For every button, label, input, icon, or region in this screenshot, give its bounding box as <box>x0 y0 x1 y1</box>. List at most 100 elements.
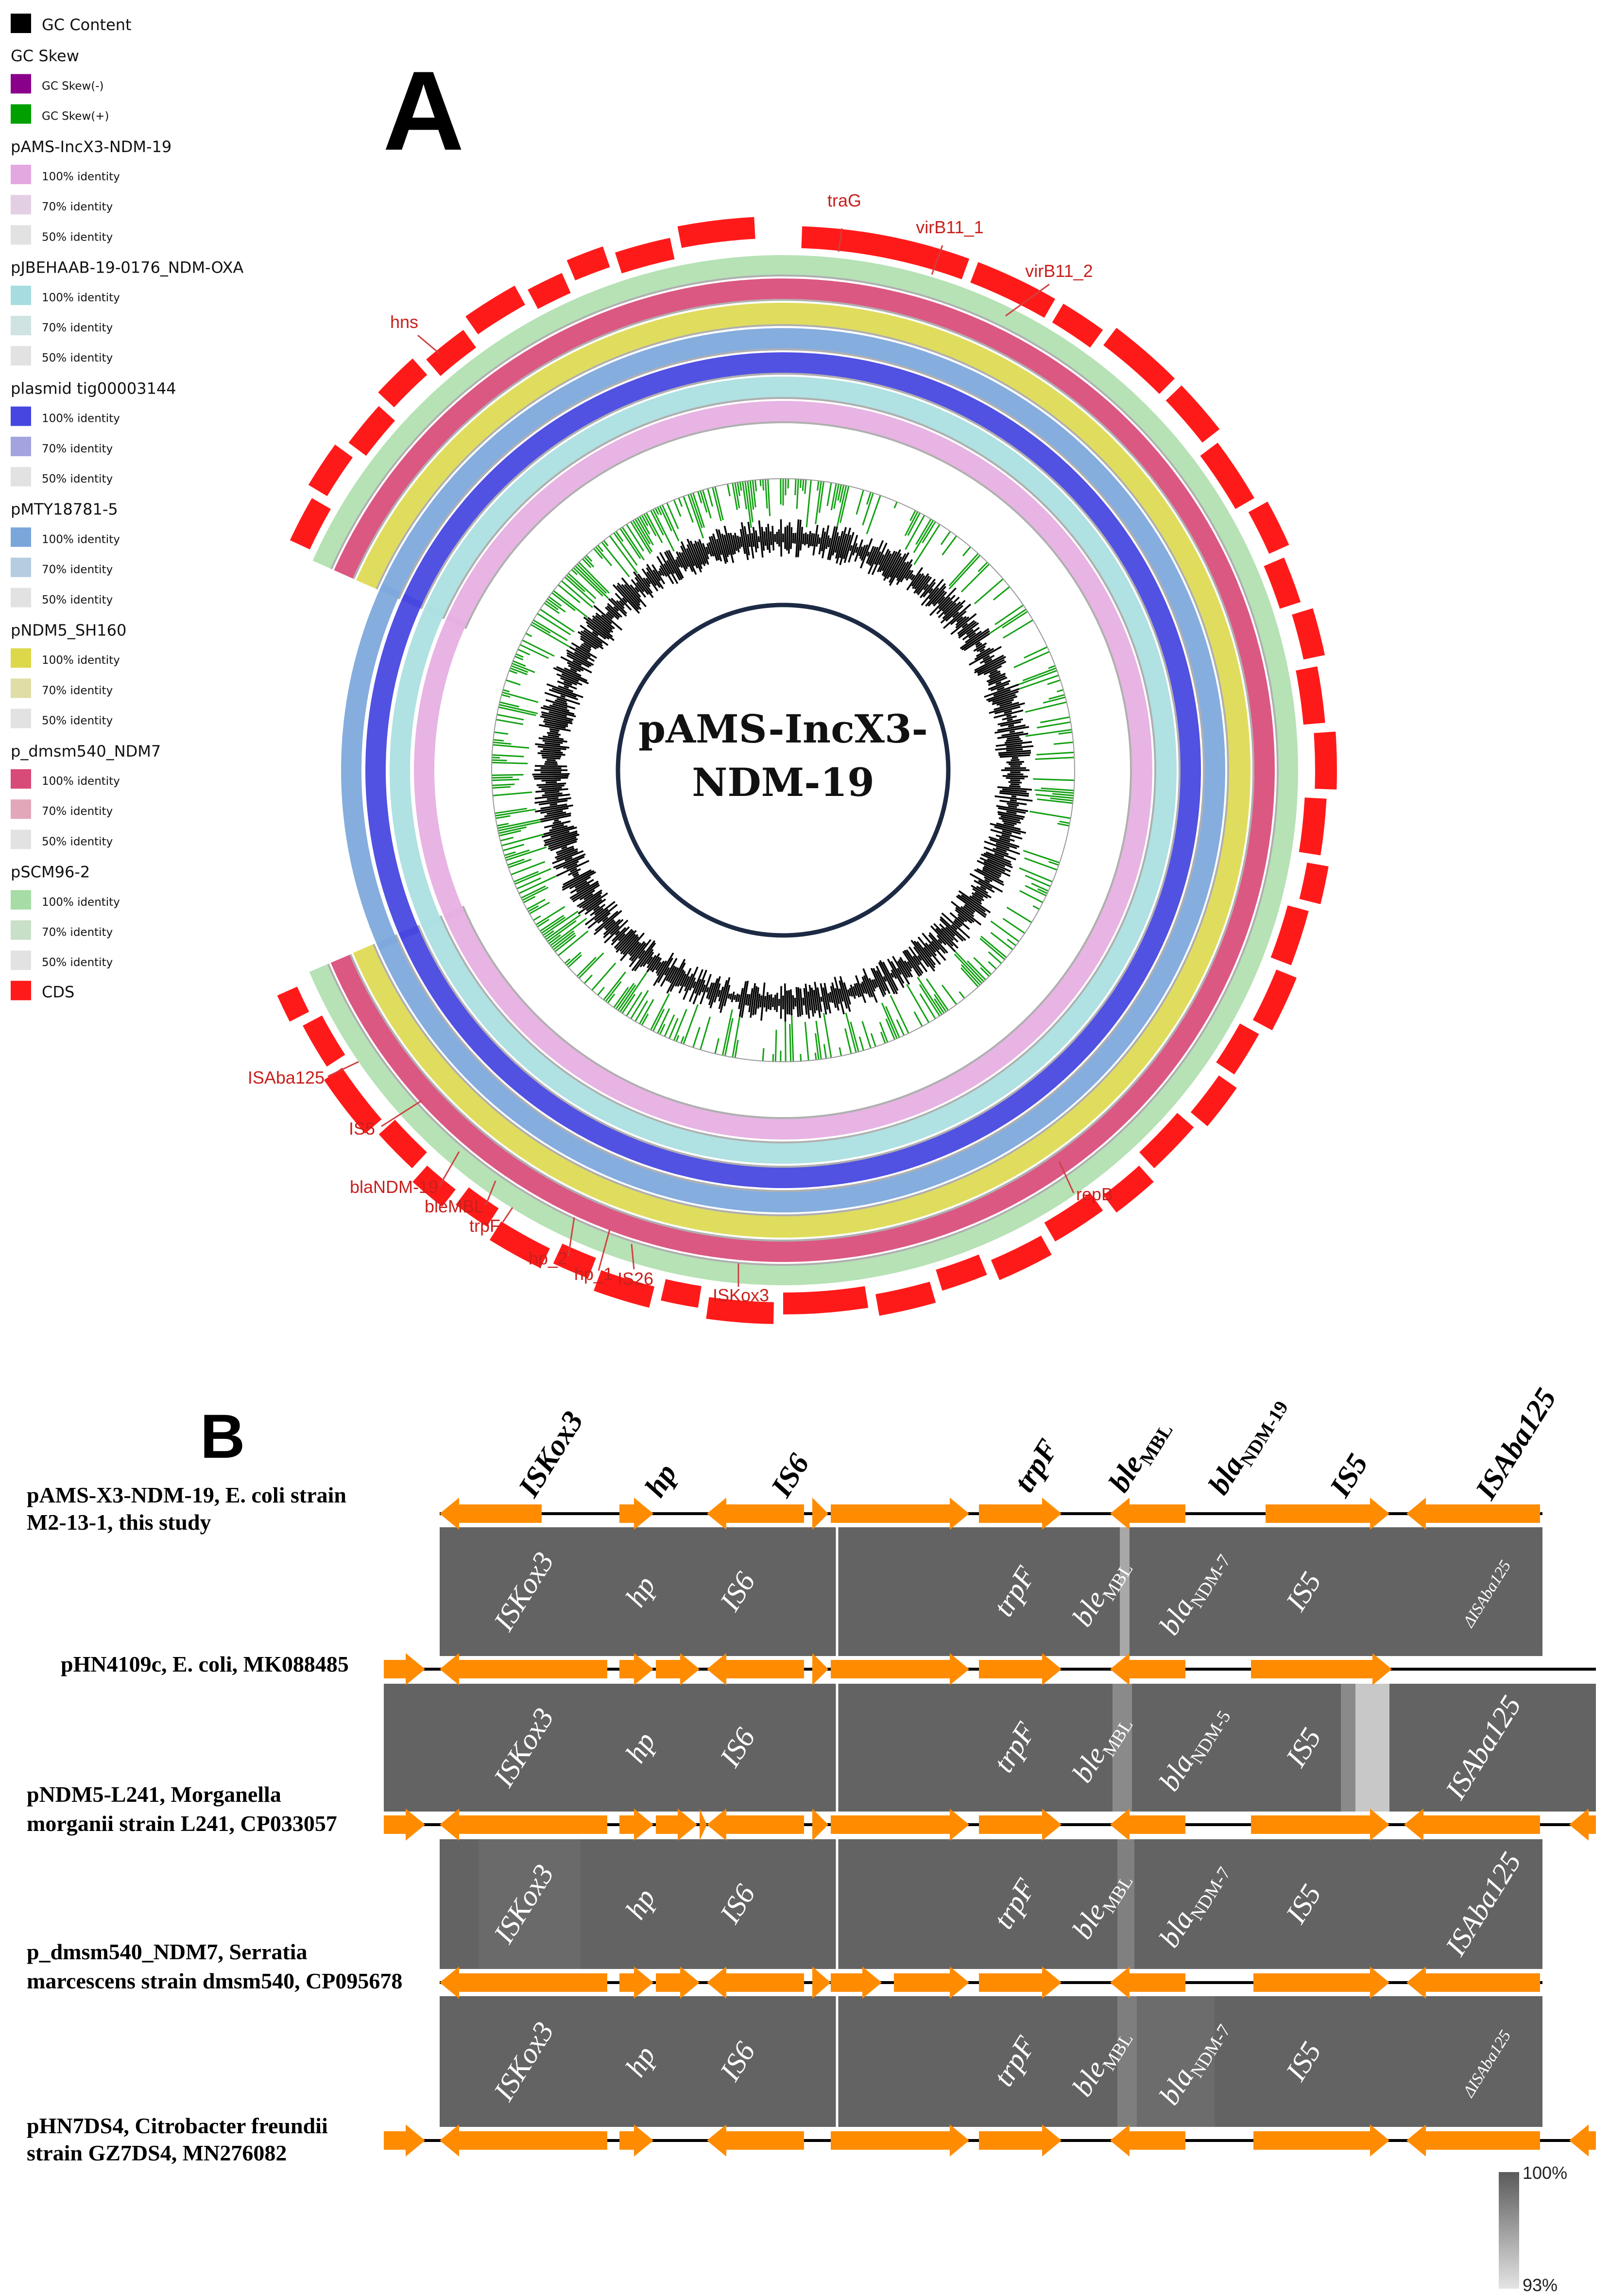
top-gene-label: trpF <box>1008 1433 1065 1498</box>
gene-arrow <box>831 2124 969 2157</box>
gene-leader-line <box>598 1229 611 1271</box>
gene-arrow <box>979 1498 1062 1530</box>
gene-leader-line <box>567 1217 575 1257</box>
gene-arrow <box>440 2124 607 2157</box>
top-gene-label: blaNDM-19 <box>1202 1389 1292 1502</box>
gene-label: trpF <box>469 1216 500 1236</box>
cds-feature <box>426 329 477 376</box>
legend-header: plasmid tig00003144 <box>11 379 176 397</box>
gene-arrow <box>1404 1809 1540 1841</box>
top-gene-label-main: hp <box>638 1458 683 1503</box>
legend-label: 50% identity <box>42 594 113 606</box>
legend-label: 50% identity <box>42 715 113 727</box>
top-gene-label: bleMBL <box>1102 1412 1177 1500</box>
cds-feature <box>1264 557 1301 609</box>
gene-label: IS26 <box>617 1269 653 1289</box>
top-gene-label-main: ISAba125 <box>1469 1382 1563 1505</box>
gene-label: hns <box>390 312 418 332</box>
legend-label: 70% identity <box>42 805 113 818</box>
legend-label: 70% identity <box>42 322 113 334</box>
gene-label: hp_1 <box>574 1264 613 1284</box>
cds-feature <box>456 1187 499 1227</box>
cds-feature <box>1292 608 1325 660</box>
identity-band-variation <box>1355 1684 1389 1812</box>
legend-header: GC Skew <box>11 47 79 65</box>
cds-feature <box>1200 443 1254 509</box>
gene-arrow <box>812 1809 828 1841</box>
legend-label: 70% identity <box>42 926 113 939</box>
cds-feature <box>1044 1192 1103 1242</box>
gene-arrow <box>1110 1653 1185 1685</box>
cds-feature <box>1314 731 1337 790</box>
gene-arrow <box>656 1809 697 1841</box>
cds-feature <box>308 444 353 496</box>
gap-wedge <box>282 952 354 984</box>
legend-swatch <box>11 165 31 184</box>
sequence-name-line: pAMS-X3-NDM-19, E. coli strain <box>27 1483 346 1507</box>
legend-swatch <box>11 557 31 577</box>
cds-feature <box>324 1068 382 1134</box>
legend: GC Content GC Skew GC Skew(-) GC Skew(+) pAM… <box>11 14 244 1001</box>
identity-ring-gap-fill <box>413 614 467 921</box>
legend-swatch <box>11 74 31 94</box>
gene-arrow <box>619 2124 653 2157</box>
center-title-line-1: pAMS-IncX3- <box>638 706 928 752</box>
top-gene-label: ISKox3 <box>512 1406 590 1503</box>
gene-arrow <box>700 1809 707 1841</box>
gene-arrow <box>1406 2124 1540 2157</box>
gene-label: repB <box>1076 1184 1113 1204</box>
top-gene-label: IS6 <box>765 1448 816 1503</box>
linear-comparison: ISKox3 hp IS6 trpF bleMBL blaNDM-19 IS5 ISAba12… <box>27 1382 1596 2295</box>
gene-arrow <box>707 1809 804 1841</box>
sequence-name-line: pHN4109c, E. coli, MK088485 <box>61 1652 349 1676</box>
sequence-name-line: pHN7DS4, Citrobacter freundii <box>27 2113 328 2138</box>
gene-leader-line <box>439 1151 460 1186</box>
gc-content-track <box>491 478 1075 1062</box>
identity-ring-gap-fill <box>365 593 423 940</box>
cds-feature <box>348 406 395 456</box>
cds-feature <box>465 285 526 334</box>
legend-label: 50% identity <box>42 956 113 969</box>
legend-label: 50% identity <box>42 231 113 243</box>
gene-arrow <box>619 1498 653 1530</box>
gene-arrow <box>1110 1809 1185 1841</box>
cds-feature <box>1270 905 1309 966</box>
gene-arrow <box>440 1967 607 1999</box>
top-gene-label-sub: NDM-19 <box>1235 1397 1292 1470</box>
legend-swatch <box>11 346 31 366</box>
identity-ring-gap-fill <box>341 583 401 950</box>
legend-label: 50% identity <box>42 835 113 848</box>
legend-swatch <box>11 769 31 789</box>
legend-label: 100% identity <box>42 533 120 546</box>
gene-label: blaNDM-19 <box>350 1177 438 1197</box>
legend-label: 100% identity <box>42 896 120 909</box>
cds-feature <box>1252 969 1297 1031</box>
top-gene-label-main: trpF <box>1008 1433 1065 1498</box>
legend-header: pAMS-IncX3-NDM-19 <box>11 138 171 156</box>
cds-feature <box>706 1297 774 1324</box>
legend-header: pJBEHAAB-19-0176_NDM-OXA <box>11 259 244 277</box>
identity-band-variation <box>1113 1684 1132 1812</box>
gene-arrow <box>831 1809 969 1841</box>
cds-feature <box>594 1270 655 1308</box>
identity-band <box>384 1684 1596 1812</box>
gene-arrow <box>619 1967 653 1999</box>
legend-swatch <box>11 285 31 305</box>
identity-scale-bar <box>1499 2172 1519 2289</box>
cds-feature <box>1052 304 1103 348</box>
top-gene-label-main: IS6 <box>765 1448 816 1503</box>
legend-label: CDS <box>42 983 74 1001</box>
cds-feature <box>566 246 610 280</box>
top-gene-label-main: IS5 <box>1323 1448 1375 1503</box>
gene-arrow <box>619 1809 653 1841</box>
gene-arrow <box>384 2124 425 2157</box>
gene-leader-line <box>502 1207 514 1223</box>
legend-label: 50% identity <box>42 352 113 364</box>
legend-label: GC Skew(-) <box>42 80 104 92</box>
legend-label: 50% identity <box>42 473 113 485</box>
gene-arrow <box>619 1653 653 1685</box>
identity-band-variation <box>1137 1996 1215 2127</box>
legend-label: 70% identity <box>42 201 113 213</box>
